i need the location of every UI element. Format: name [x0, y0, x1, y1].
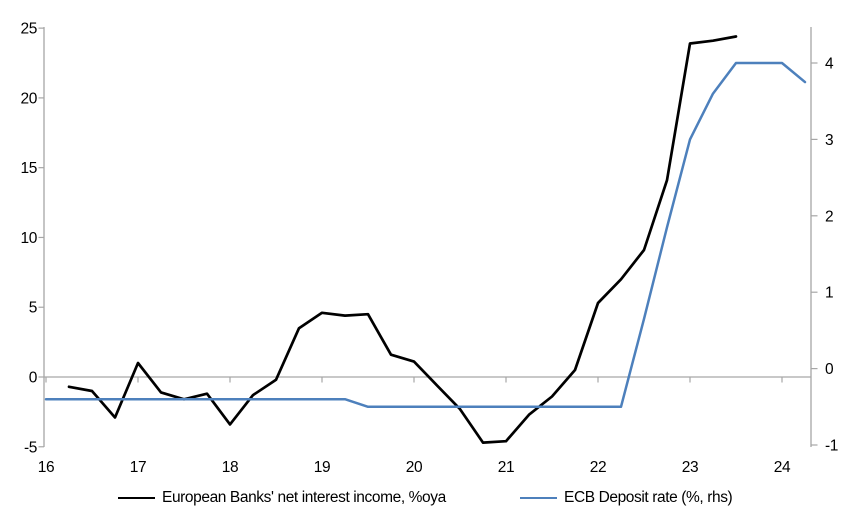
right-axis-tick-label: 1	[825, 285, 833, 302]
x-axis-tick-label: 22	[590, 459, 606, 476]
left-axis-tick-label: 25	[21, 21, 37, 38]
right-axis-tick-label: 2	[825, 208, 833, 225]
left-axis-tick-label: 20	[21, 90, 38, 107]
left-axis-tick-label: 15	[21, 160, 37, 177]
left-axis-tick-label: -5	[24, 439, 37, 456]
x-axis-tick-label: 23	[682, 459, 698, 476]
left-axis-tick-label: 0	[29, 370, 38, 387]
x-axis-tick-label: 21	[498, 459, 514, 476]
x-axis-tick-label: 18	[222, 459, 238, 476]
x-axis-tick-label: 16	[38, 459, 54, 476]
ecb-deposit-rate-series	[44, 61, 807, 409]
right-axis-tick-label: 4	[825, 56, 834, 73]
x-axis-tick-label: 20	[406, 459, 423, 476]
right-axis-tick-label: 0	[825, 361, 834, 378]
x-axis-tick-label: 17	[130, 459, 146, 476]
x-axis-tick-label: 19	[314, 459, 330, 476]
x-axis-tick-label: 24	[774, 459, 791, 476]
right-axis-tick-label: -1	[825, 438, 838, 455]
left-axis-tick-label: 5	[29, 300, 37, 317]
nii-line-series	[67, 35, 738, 444]
right-axis-tick-label: 3	[825, 132, 833, 149]
left-axis-tick-label: 10	[21, 230, 38, 247]
